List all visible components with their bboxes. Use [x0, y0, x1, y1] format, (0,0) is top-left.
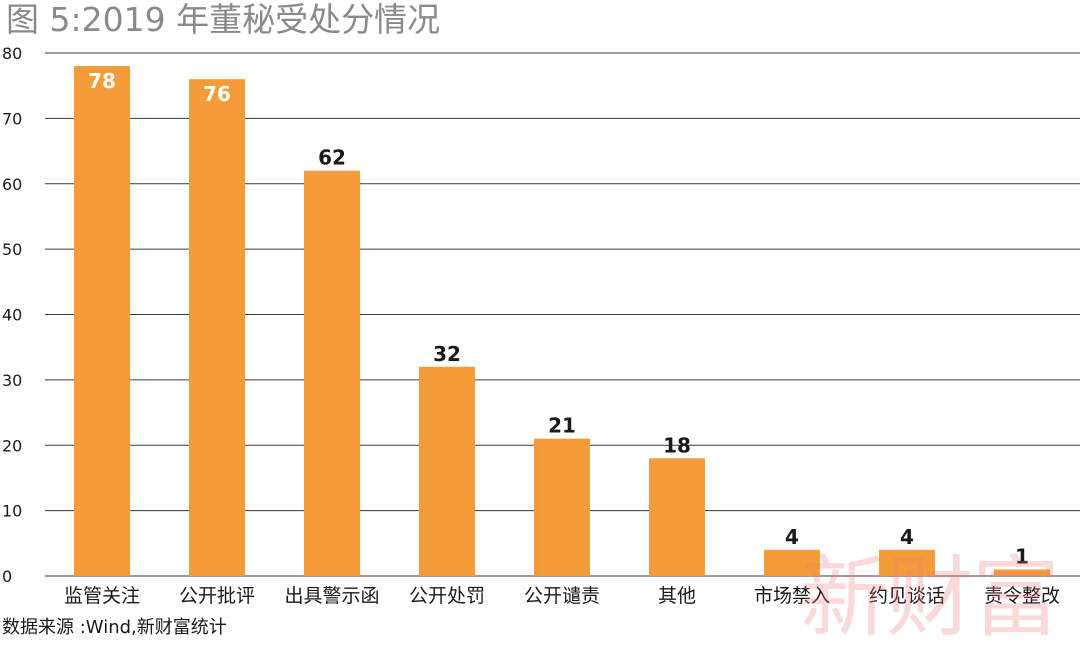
- watermark-logo: 新财富: [800, 552, 1060, 644]
- y-axis-tick-labels: 0 10 20 30 40 50 60 70 80: [2, 44, 22, 586]
- y-tick-label: 30: [2, 371, 22, 390]
- category-labels: 监管关注 公开批评 出具警示函 公开处罚 公开谴责 其他 市场禁入 约见谈话 责令整改: [64, 585, 1060, 607]
- category-label: 其他: [658, 585, 696, 607]
- value-label: 1: [1015, 544, 1029, 568]
- y-tick-label: 60: [2, 175, 22, 194]
- value-label: 76: [203, 82, 231, 106]
- bar-1: [189, 79, 245, 577]
- bar-5: [649, 458, 705, 576]
- bar-0: [74, 66, 130, 576]
- y-tick-label: 10: [2, 502, 22, 521]
- y-tick-label: 40: [2, 306, 22, 325]
- value-label: 18: [663, 433, 691, 457]
- value-labels: 78 76 62 32 21 18 4 4 1: [88, 69, 1029, 568]
- chart-title: 图 5:2019 年董秘受处分情况: [6, 0, 441, 39]
- value-label: 62: [318, 146, 346, 170]
- watermark-text: 新财富: [800, 546, 1060, 649]
- category-label: 市场禁入: [754, 585, 830, 607]
- bar-8: [994, 569, 1050, 576]
- y-tick-label: 0: [2, 567, 12, 586]
- bar-4: [534, 438, 590, 576]
- value-label: 21: [548, 414, 576, 438]
- category-label: 约见谈话: [869, 585, 945, 607]
- bar-2: [304, 170, 360, 577]
- category-label: 公开处罚: [409, 585, 485, 607]
- bar-7: [879, 549, 935, 576]
- y-tick-label: 50: [2, 240, 22, 259]
- category-label: 出具警示函: [284, 585, 379, 607]
- y-tick-label: 80: [2, 44, 22, 63]
- category-label: 责令整改: [984, 585, 1060, 607]
- value-label: 78: [88, 69, 116, 93]
- value-label: 32: [433, 342, 461, 366]
- bars: [74, 66, 1050, 577]
- y-tick-label: 20: [2, 436, 22, 455]
- y-tick-label: 70: [2, 109, 22, 128]
- source-note: 数据来源 :Wind,新财富统计: [2, 617, 227, 638]
- value-label: 4: [785, 525, 799, 549]
- value-label: 4: [900, 525, 914, 549]
- category-label: 监管关注: [64, 585, 140, 607]
- category-label: 公开批评: [179, 585, 255, 607]
- bar-3: [419, 366, 475, 576]
- bar-6: [764, 549, 820, 576]
- category-label: 公开谴责: [524, 585, 600, 607]
